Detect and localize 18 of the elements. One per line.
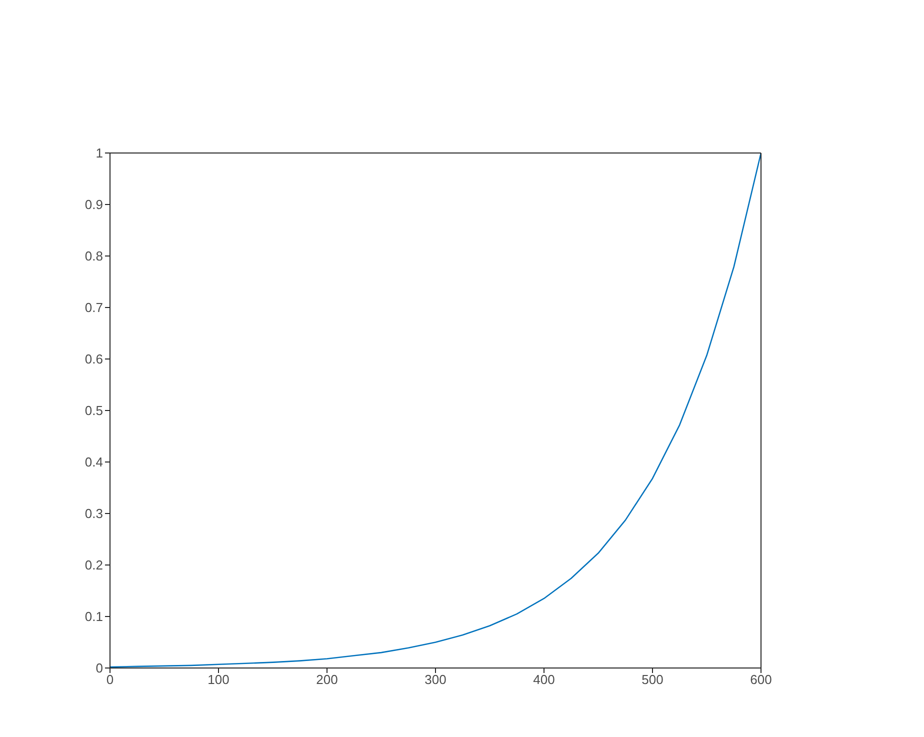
y-tick-label: 0.1	[84, 609, 103, 624]
y-tick-label: 0.2	[84, 558, 103, 573]
x-tick-label: 100	[208, 672, 230, 688]
y-tick-label: 0.5	[84, 403, 103, 418]
y-tick-label: 0.3	[84, 506, 103, 522]
y-tick-label: 0.7	[84, 300, 103, 316]
y-tick-label: 1	[96, 146, 103, 161]
y-tick-label: 0.9	[84, 197, 103, 212]
x-tick-label: 300	[424, 672, 446, 688]
y-tick-label: 0	[96, 660, 103, 676]
x-tick-label: 0	[106, 672, 114, 688]
x-tick-label: 600	[750, 672, 772, 688]
y-tick-label: 0.6	[84, 352, 103, 367]
x-tick-label: 500	[642, 672, 664, 688]
x-tick-label: 400	[533, 672, 555, 688]
x-tick-label: 200	[316, 672, 338, 688]
y-tick-label: 0.8	[84, 248, 103, 264]
y-tick-label: 0.4	[84, 454, 103, 470]
